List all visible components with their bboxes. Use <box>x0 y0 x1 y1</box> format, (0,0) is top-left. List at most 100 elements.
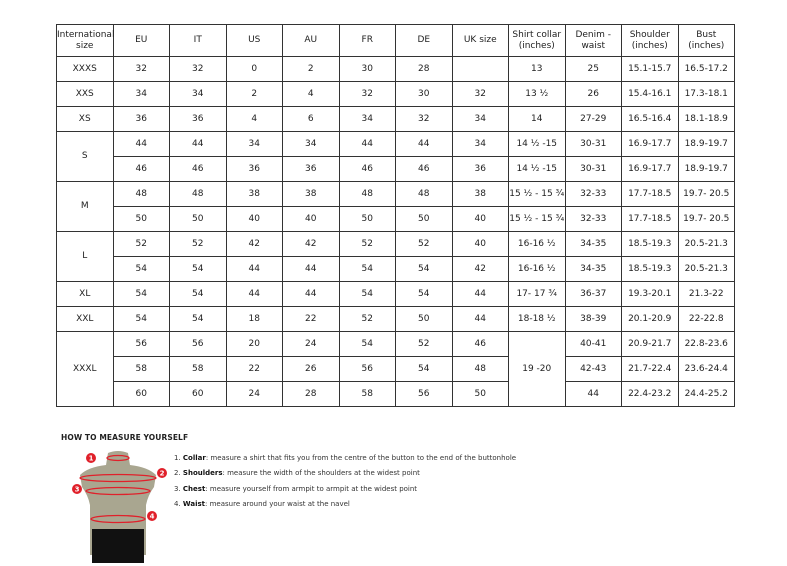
column-header: EU <box>112 24 170 57</box>
table-cell: 32-33 <box>564 181 622 207</box>
table-cell: 19.7- 20.5 <box>677 206 735 232</box>
table-cell: 22 <box>225 356 283 382</box>
table-cell: 36 <box>451 156 509 182</box>
table-cell: 4 <box>282 81 340 107</box>
international-size-cell: XS <box>56 106 114 132</box>
table-cell: 34 <box>112 81 170 107</box>
table-cell: 48 <box>112 181 170 207</box>
table-cell: 50 <box>395 206 453 232</box>
table-cell: 46 <box>169 156 227 182</box>
table-row: L 52 52 42 42 52 52 40 16-16 ½ 34-35 18.5-19.3 20.5… <box>56 231 735 282</box>
header-row: International size EU IT US AU FR DE UK size Shi… <box>56 24 735 57</box>
table-cell: 30-31 <box>564 131 622 157</box>
table-cell: 46 <box>451 331 509 357</box>
table-cell: 15 ½ - 15 ¾ <box>508 206 566 232</box>
table-cell: 14 ½ -15 <box>508 156 566 182</box>
table-cell: 44 <box>282 281 340 307</box>
table-cell: 22 <box>282 306 340 332</box>
table-cell: 14 ½ -15 <box>508 131 566 157</box>
table-cell: 22-22.8 <box>677 306 735 332</box>
table-cell: 16.5-17.2 <box>677 56 735 82</box>
table-row: 50 50 40 40 50 50 40 15 ½ - 15 ¾ 32-33 17.7-18.5 1… <box>57 206 735 232</box>
table-cell: 36 <box>225 156 283 182</box>
table-cell: 60 <box>112 381 170 407</box>
table-cell: 26 <box>282 356 340 382</box>
table-cell: 54 <box>338 256 396 282</box>
column-header: US <box>225 24 283 57</box>
step-chest: 3. Chest: measure yourself from armpit t… <box>174 484 418 493</box>
column-header: Bust (inches) <box>677 24 735 57</box>
table-cell: 16-16 ½ <box>508 231 566 257</box>
table-cell: 0 <box>225 56 283 82</box>
table-cell: 34-35 <box>564 231 622 257</box>
table-cell: 50 <box>395 306 453 332</box>
table-cell: 52 <box>395 331 453 357</box>
table-cell: 18.5-19.3 <box>621 231 679 257</box>
international-size-cell: XXL <box>56 306 114 332</box>
marker-1: 1 <box>89 455 94 463</box>
table-cell: 17.3-18.1 <box>677 81 735 107</box>
table-cell: 60 <box>169 381 227 407</box>
international-size-cell: L <box>56 231 114 282</box>
table-cell: 26 <box>564 81 622 107</box>
table-cell: 16.9-17.7 <box>621 131 679 157</box>
table-cell: 54 <box>338 331 396 357</box>
table-cell: 58 <box>338 381 396 407</box>
body-measurement-figure: 1 2 3 4 <box>72 451 167 563</box>
table-cell: 22.4-23.2 <box>621 381 679 407</box>
table-cell: 18.9-19.7 <box>677 156 735 182</box>
table-cell: 42-43 <box>564 356 622 382</box>
table-cell: 46 <box>112 156 170 182</box>
table-cell: 20.5-21.3 <box>677 256 735 282</box>
column-header: Denim - waist <box>564 24 622 57</box>
table-cell: 54 <box>112 256 170 282</box>
table-cell: 34 <box>282 131 340 157</box>
international-size-cell: XXS <box>56 81 114 107</box>
table-cell: 30 <box>338 56 396 82</box>
table-row: 54 54 44 44 54 54 42 16-16 ½ 34-35 18.5-19.3 20.5-… <box>57 256 735 282</box>
table-row: XXXS 32 32 0 2 30 28 13 25 15.1-15.7 16.5-17.2 <box>56 56 735 82</box>
table-cell: 56 <box>112 331 170 357</box>
table-row: XXL 54 54 18 22 52 50 44 18-18 ½ 38-39 20.1-20.9 22… <box>56 306 735 332</box>
table-cell: 24.4-25.2 <box>677 381 735 407</box>
table-cell: 18-18 ½ <box>508 306 566 332</box>
table-cell: 58 <box>169 356 227 382</box>
table-cell: 27-29 <box>564 106 622 132</box>
table-cell: 32-33 <box>564 206 622 232</box>
table-cell: 54 <box>169 281 227 307</box>
table-cell: 44 <box>564 381 622 407</box>
table-cell: 44 <box>338 131 396 157</box>
table-cell: 36 <box>169 106 227 132</box>
table-cell: 2 <box>282 56 340 82</box>
collar-cell: 19 -20 <box>508 331 566 407</box>
table-cell: 20 <box>225 331 283 357</box>
table-cell: 54 <box>395 281 453 307</box>
table-cell: 54 <box>169 256 227 282</box>
table-cell: 14 <box>508 106 566 132</box>
international-size-cell: XL <box>56 281 114 307</box>
table-cell: 18.1-18.9 <box>677 106 735 132</box>
table-cell: 32 <box>395 106 453 132</box>
column-header: Shoulder (inches) <box>621 24 679 57</box>
table-cell: 56 <box>395 381 453 407</box>
table-row: XXS 34 34 2 4 32 30 32 13 ½ 26 15.4-16.1 17.3-18.1 <box>56 81 735 107</box>
table-cell: 36-37 <box>564 281 622 307</box>
table-cell: 18 <box>225 306 283 332</box>
table-cell: 34 <box>225 131 283 157</box>
table-cell: 24 <box>282 331 340 357</box>
table-cell: 44 <box>451 281 509 307</box>
table-cell: 30 <box>395 81 453 107</box>
table-cell: 52 <box>169 231 227 257</box>
table-cell: 17.7-18.5 <box>621 206 679 232</box>
step-shoulders: 2. Shoulders: measure the width of the s… <box>174 469 420 478</box>
table-cell: 20.1-20.9 <box>621 306 679 332</box>
table-cell: 58 <box>112 356 170 382</box>
table-cell: 40 <box>451 206 509 232</box>
table-row: 60 60 24 28 58 56 50 44 22.4-23.2 24.4-25.2 <box>57 381 735 407</box>
table-cell: 50 <box>451 381 509 407</box>
table-cell: 21.3-22 <box>677 281 735 307</box>
table-cell: 32 <box>338 81 396 107</box>
table-cell: 54 <box>169 306 227 332</box>
table-cell: 40-41 <box>564 331 622 357</box>
table-cell: 19.7- 20.5 <box>677 181 735 207</box>
